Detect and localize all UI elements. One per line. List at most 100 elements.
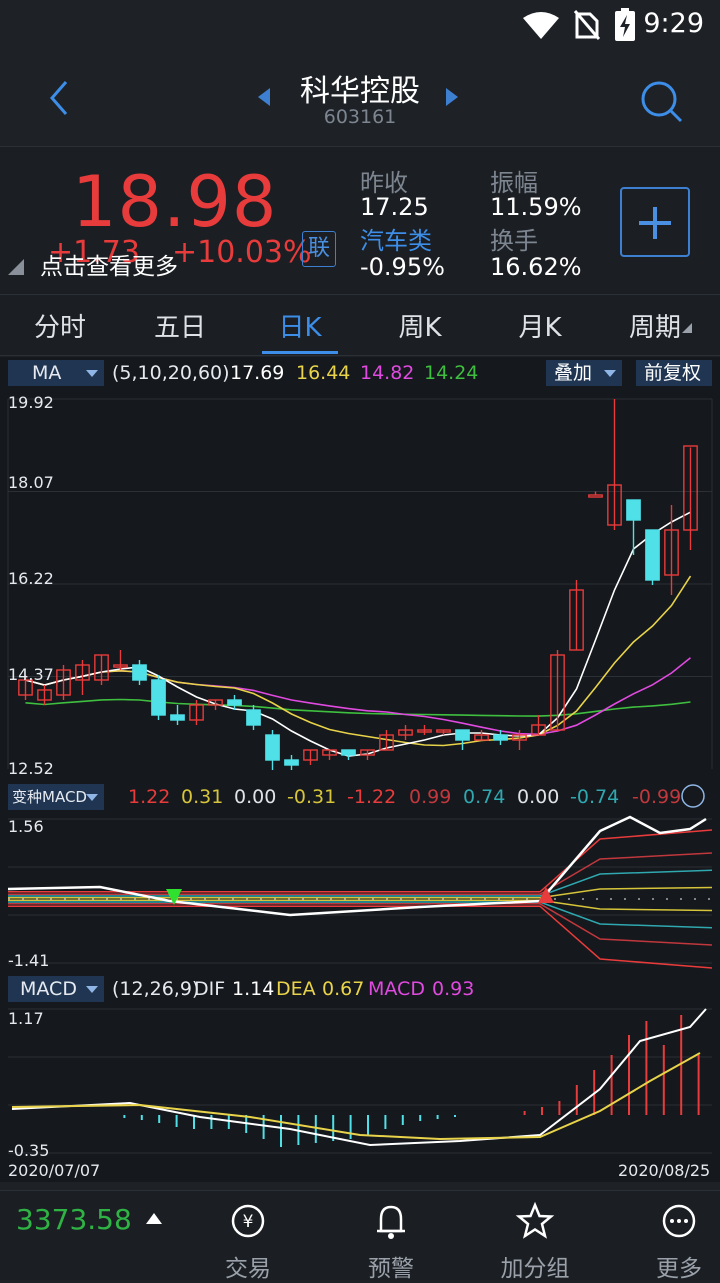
prev-close-label: 昨收 [360,169,408,197]
chevron-down-icon [86,370,98,377]
sector-change: -0.95% [360,253,445,281]
candle-body [18,679,33,696]
candle-body [474,734,489,741]
nav-alert[interactable]: 预警 [331,1191,451,1282]
nav-alert-label: 预警 [368,1256,414,1282]
status-bar: 9:29 [0,0,720,52]
amplitude-label: 振幅 [490,169,538,197]
ma10-value: 16.44 [296,362,351,384]
variant-value: -0.74 [570,786,620,808]
amplitude-value: 11.59% [490,193,582,221]
candle-body [75,664,90,681]
price-axis-label: 14.37 [8,665,54,684]
chart-area[interactable]: MA (5,10,20,60) 17.69 16.44 14.82 14.24 … [0,357,720,1182]
dea-line [11,1052,701,1141]
index-value: 3373.58 [16,1203,132,1236]
trade-icon: ¥ [231,1204,265,1238]
search-icon[interactable] [638,78,684,124]
period-tabs: 分时 五日 日K 周K 月K 周期 [0,294,720,356]
star-icon [515,1201,555,1239]
macd-axis-bottom: -0.35 [8,1141,50,1160]
view-more-tip[interactable]: 点击查看更多 [40,254,178,280]
ma-select[interactable]: MA [8,360,104,386]
macd-chart[interactable] [0,1005,720,1163]
candle-body [284,759,299,766]
variant-value: 0.99 [409,786,452,808]
candle-body [455,729,470,741]
macd-select[interactable]: MACD [8,976,104,1002]
macd-indicator-bar: MACD (12,26,9) DIF 1.14 DEA 0.67 MACD 0.… [0,973,720,1005]
candle-body [208,699,223,706]
candle-body [550,654,565,731]
more-icon [662,1204,696,1238]
date-start: 2020/07/07 [8,1161,101,1180]
period-dropdown-icon [682,323,692,333]
nav-watchlist[interactable]: 加分组 [475,1191,595,1282]
candle-body [531,724,546,736]
tab-daily-k[interactable]: 日K [278,313,322,343]
variant-band-line [8,903,713,946]
prev-stock-arrow-icon[interactable] [258,88,270,106]
tab-intraday[interactable]: 分时 [33,313,86,343]
variant-axis-top: 1.56 [8,817,44,836]
sector-link[interactable]: 汽车类 [360,227,432,255]
adjust-button[interactable]: 前复权 [636,360,712,386]
bottom-nav: 3373.58 ¥ 交易 预警 加分组 更多 [0,1190,720,1282]
bell-icon [377,1205,405,1239]
variant-value: 0.31 [181,786,224,808]
macd-params: (12,26,9) [112,978,200,1000]
candle-body [645,529,660,581]
wifi-icon [523,12,559,39]
variant-value: 0.00 [234,786,277,808]
macd-variant-select[interactable]: 变种MACD [8,784,104,810]
scroll-indicator-icon [681,784,705,808]
variant-band-line [8,829,713,893]
candle-body [436,729,451,733]
price-change: +1.73 [48,235,140,270]
candle-body [417,729,432,733]
price-axis-label: 16.22 [8,569,54,588]
tab-monthly-k[interactable]: 月K [518,313,562,343]
add-watchlist-button[interactable] [620,187,690,257]
quote-panel[interactable]: 18.98 +1.73 +10.03% 点击查看更多 联 昨收 17.25 汽车… [0,146,720,294]
overlay-button[interactable]: 叠加 [546,360,622,386]
candle-body [189,704,204,721]
candle-body [360,749,375,756]
nav-trade[interactable]: ¥ 交易 [188,1191,308,1282]
buy-signal-arrow-icon [166,889,182,905]
candle-body [341,749,356,756]
kline-chart[interactable] [0,389,720,779]
chevron-down-icon [86,794,98,801]
variant-band-line [8,899,713,912]
variant-value: -0.31 [287,786,337,808]
tab-weekly-k[interactable]: 周K [398,313,442,343]
tab-five-day[interactable]: 五日 [153,313,206,343]
ma60-value: 14.24 [424,362,479,384]
candle-body [151,679,166,716]
variant-value: 0.74 [463,786,506,808]
next-stock-arrow-icon[interactable] [446,88,458,106]
linked-button[interactable]: 联 [302,231,336,267]
price-change-pct: +10.03% [172,235,312,270]
turnover-label: 换手 [490,227,538,255]
stock-code: 603161 [323,106,397,128]
no-sim-icon [574,10,600,40]
sell-signal-arrow-icon [538,887,554,903]
variant-band-line [8,901,713,929]
variant-band-line [8,869,713,897]
nav-trade-label: 交易 [225,1256,271,1282]
candle-body [569,589,584,651]
macd-variant-chart[interactable] [0,811,720,973]
ma60-line [25,698,691,717]
dea-label: DEA [276,978,316,1000]
tab-period[interactable]: 周期 [628,313,681,343]
candle-body [113,664,128,668]
macd-value: 0.93 [432,978,475,1000]
candle-body [246,709,261,726]
nav-more[interactable]: 更多 [619,1191,720,1282]
back-arrow-icon[interactable] [40,78,80,118]
market-index[interactable]: 3373.58 [0,1191,180,1281]
candle-body [626,499,641,521]
candle-body [37,689,52,701]
chevron-down-icon [86,986,98,993]
